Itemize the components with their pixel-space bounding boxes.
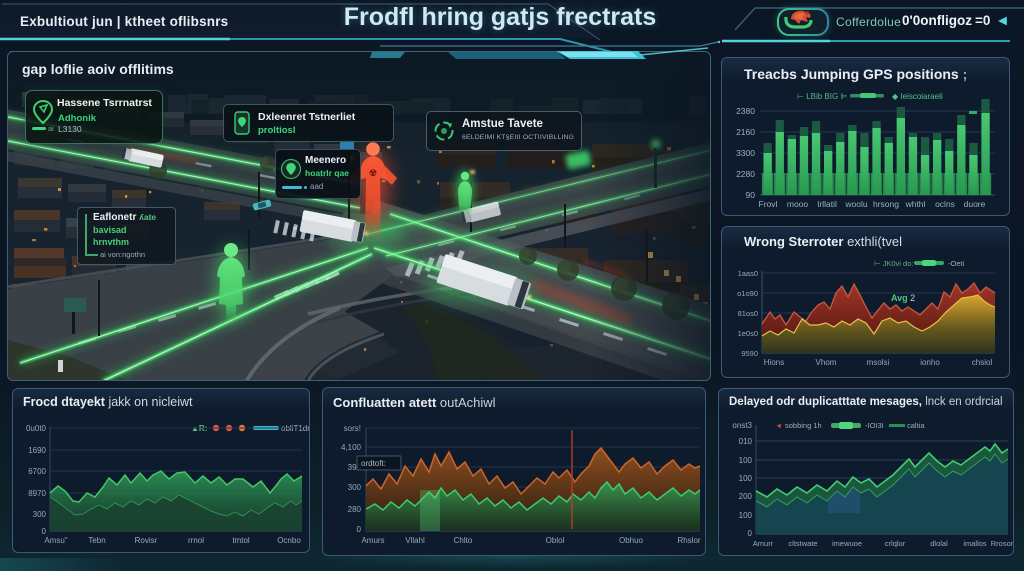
svg-text:◄: ◄ [775, 421, 782, 430]
svg-text:onst3: onst3 [732, 421, 752, 430]
svg-text:chsiol: chsiol [972, 358, 993, 367]
svg-text:Rhslor: Rhslor [677, 536, 700, 545]
svg-text:300: 300 [348, 483, 362, 492]
svg-text:2380: 2380 [736, 106, 755, 116]
svg-text:crlqlor: crlqlor [885, 539, 906, 548]
svg-text:Obhuo: Obhuo [619, 536, 644, 545]
svg-text:Amsu": Amsu" [44, 536, 67, 545]
svg-text:imewuoe: imewuoe [832, 539, 862, 548]
svg-text:sors!: sors! [344, 424, 361, 433]
svg-text:-Oeti: -Oeti [948, 259, 965, 268]
svg-text:whthl: whthl [905, 199, 926, 209]
svg-text:cltstwate: cltstwate [788, 539, 817, 548]
svg-text:9590: 9590 [741, 349, 758, 358]
svg-text:90: 90 [746, 190, 756, 200]
svg-text:81os0: 81os0 [738, 309, 758, 318]
svg-text:⊢ LBib BIG ⊫: ⊢ LBib BIG ⊫ [797, 92, 847, 101]
svg-text:2160: 2160 [736, 127, 755, 137]
svg-text:Tebn: Tebn [88, 536, 105, 545]
svg-text:tmtol: tmtol [232, 536, 250, 545]
svg-text:1aas0: 1aas0 [738, 269, 758, 278]
svg-text:Ocnbo: Ocnbo [277, 536, 301, 545]
svg-text:Chlto: Chlto [454, 536, 473, 545]
svg-text:Irllatil: Irllatil [817, 199, 837, 209]
svg-text:1690: 1690 [28, 446, 46, 455]
svg-text:010: 010 [739, 437, 753, 446]
svg-text:hrsong: hrsong [873, 199, 899, 209]
svg-text:Rovisr: Rovisr [135, 536, 158, 545]
svg-text:sobbing 1h: sobbing 1h [785, 421, 822, 430]
svg-text:ionho: ionho [920, 358, 940, 367]
svg-text:rrnol: rrnol [188, 536, 204, 545]
svg-text:0: 0 [42, 527, 47, 536]
svg-text:☢: ☢ [369, 168, 377, 178]
svg-text:6700: 6700 [28, 467, 46, 476]
svg-text:Amurs: Amurs [361, 536, 384, 545]
svg-text:Frovl: Frovl [759, 199, 778, 209]
svg-text:390: 390 [348, 463, 362, 472]
svg-text:mooo: mooo [787, 199, 809, 209]
svg-text:Vhom: Vhom [816, 358, 837, 367]
svg-text:Amurr: Amurr [753, 539, 774, 548]
svg-text:◆ Ieiscoiaraeli: ◆ Ieiscoiaraeli [892, 92, 943, 101]
svg-text:2280: 2280 [736, 169, 755, 179]
svg-text:3300: 3300 [736, 148, 755, 158]
svg-text:-IOI3I: -IOI3I [865, 421, 884, 430]
svg-text:caltia: caltia [907, 421, 925, 430]
svg-text:imallos: imallos [963, 539, 987, 548]
svg-text:⊢ JK0vi do:: ⊢ JK0vi do: [874, 259, 913, 268]
svg-text:0u0t0: 0u0t0 [26, 424, 47, 433]
svg-text:ordtoft:: ordtoft: [361, 459, 386, 468]
svg-text:8970: 8970 [28, 489, 46, 498]
svg-text:dlolal: dlolal [930, 539, 948, 548]
svg-text:msolsi: msolsi [867, 358, 890, 367]
svg-text:100: 100 [739, 474, 753, 483]
svg-text:100: 100 [739, 456, 753, 465]
svg-text:200: 200 [739, 492, 753, 501]
svg-text:4,100: 4,100 [341, 443, 362, 452]
svg-text:Vllahl: Vllahl [405, 536, 425, 545]
svg-text:o1o90: o1o90 [737, 289, 758, 298]
svg-text:280: 280 [348, 505, 362, 514]
svg-text:300: 300 [33, 510, 47, 519]
svg-text:0: 0 [357, 525, 362, 534]
svg-text:Avg 2: Avg 2 [891, 293, 915, 303]
svg-text:0: 0 [748, 529, 753, 538]
svg-text:woolu: woolu [844, 199, 867, 209]
svg-text:duore: duore [964, 199, 986, 209]
svg-text:100: 100 [739, 511, 753, 520]
svg-text:1e0s0: 1e0s0 [738, 329, 758, 338]
svg-text:oclns: oclns [935, 199, 955, 209]
svg-text:Hions: Hions [764, 358, 784, 367]
svg-text:Oblol: Oblol [546, 536, 565, 545]
svg-text:Rrosor: Rrosor [991, 539, 1013, 548]
